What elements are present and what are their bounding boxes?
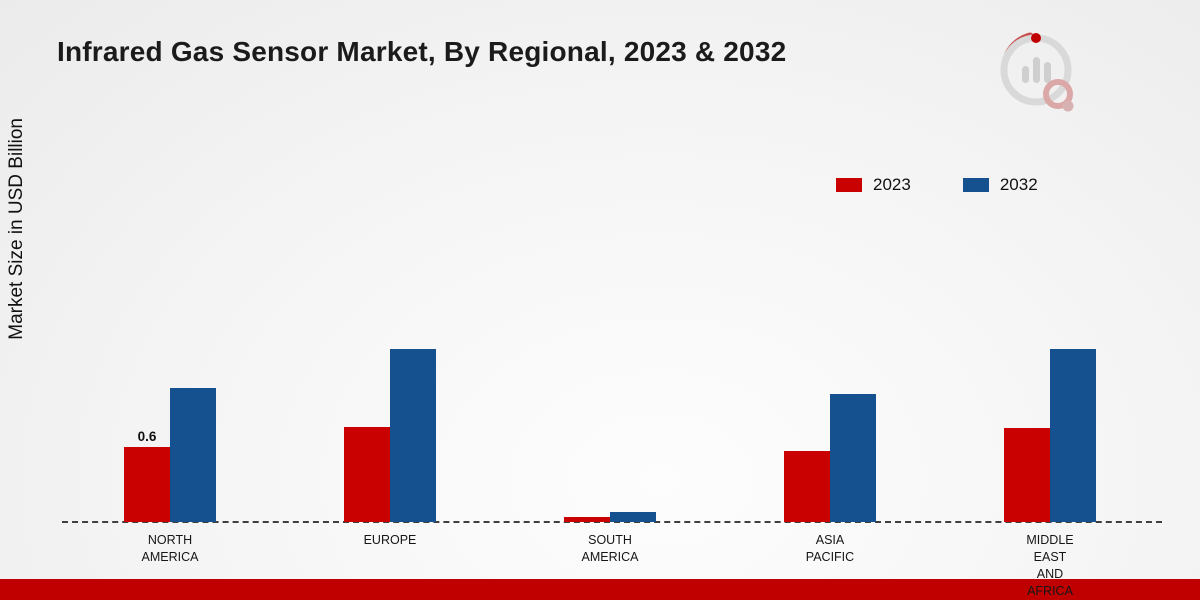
x-tick-label-asia-pacific: ASIA PACIFIC [805, 533, 855, 564]
legend-swatch-2023 [836, 178, 862, 192]
bar-2023-north-america [124, 447, 170, 522]
y-axis-label: Market Size in USD Billion [6, 118, 27, 340]
legend-item-2023: 2023 [836, 175, 911, 195]
x-tick-label-europe: EUROPE [363, 533, 417, 547]
bar-2023-south-america [564, 517, 610, 522]
legend-swatch-2032 [962, 178, 989, 192]
x-tick-label-south-america: SOUTH AMERICA [581, 533, 639, 564]
x-tick-label-north-america: NORTH AMERICA [141, 533, 199, 564]
x-tick-label-middle-east-and-africa: MIDDLE EAST AND AFRICA [1026, 533, 1074, 598]
bar-2023-asia-pacific [784, 451, 830, 522]
legend-label-2023: 2023 [873, 175, 911, 194]
brand-logo-icon [1000, 32, 1074, 112]
bar-value-label: 0.6 [137, 429, 157, 444]
chart-title: Infrared Gas Sensor Market, By Regional,… [57, 36, 787, 67]
bar-2023-middle-east-and-africa [1004, 428, 1050, 522]
x-axis-baseline [62, 521, 1162, 523]
bar-2032-middle-east-and-africa [1050, 349, 1096, 522]
bar-2032-europe [390, 349, 436, 522]
bar-2023-europe [344, 427, 390, 522]
bar-2032-south-america [610, 512, 656, 522]
legend: 2023 2032 [836, 175, 1038, 195]
footer-bar [0, 579, 1200, 600]
bar-2032-north-america [170, 388, 216, 522]
legend-item-2032: 2032 [962, 175, 1038, 195]
legend-label-2032: 2032 [999, 175, 1038, 194]
bar-2032-asia-pacific [830, 394, 876, 522]
